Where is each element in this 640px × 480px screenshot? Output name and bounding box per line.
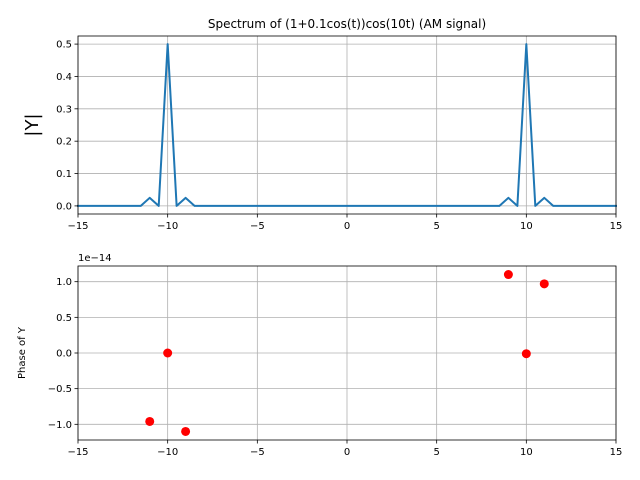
bottom-ytick-label: 0.5	[56, 313, 72, 324]
bottom-data	[145, 270, 549, 436]
top-xtick-label: 15	[610, 221, 623, 232]
spectrum-phase-plot: −15 −10 −5 0 5 10 15 −1.0 −0.5 0.0 0.5 1.0 1e−14 Ph…	[17, 253, 622, 458]
top-title: Spectrum of (1+0.1cos(t))cos(10t) (AM si…	[208, 17, 486, 31]
bottom-ytick-label: 1.0	[56, 277, 72, 288]
bottom-scatter-point	[539, 279, 549, 289]
top-xtick-label: 0	[344, 221, 350, 232]
bottom-xtick-label: 15	[610, 447, 623, 458]
bottom-ylabel: Phase of Y	[17, 326, 28, 379]
top-ytick-label: 0.1	[56, 169, 72, 180]
bottom-xtick-label: −10	[157, 447, 178, 458]
bottom-scatter-point	[521, 349, 531, 359]
bottom-xtick-label: 5	[433, 447, 439, 458]
bottom-scatter-point	[503, 270, 513, 280]
top-ticks: −15 −10 −5 0 5 10 15 0.0 0.1 0.2 0.3 0.4 0.5	[56, 40, 622, 232]
bottom-xtick-label: 10	[520, 447, 533, 458]
bottom-ticks: −15 −10 −5 0 5 10 15 −1.0 −0.5 0.0 0.5 1.0	[48, 277, 623, 458]
top-ytick-label: 0.3	[56, 104, 72, 115]
top-ytick-label: 0.5	[56, 40, 72, 51]
top-xtick-label: −15	[67, 221, 88, 232]
bottom-xtick-label: 0	[344, 447, 350, 458]
top-ytick-label: 0.2	[56, 137, 72, 148]
top-data	[77, 43, 617, 207]
bottom-scatter-point	[181, 426, 191, 436]
spectrum-magnitude-plot: −15 −10 −5 0 5 10 15 0.0 0.1 0.2 0.3 0.4 0.5 Spectru…	[22, 17, 622, 232]
bottom-xtick-label: −15	[67, 447, 88, 458]
bottom-scatter-point	[145, 416, 155, 426]
bottom-xtick-label: −5	[250, 447, 265, 458]
top-xtick-label: 10	[520, 221, 533, 232]
top-ylabel: |Y|	[22, 113, 43, 136]
bottom-ytick-label: −1.0	[48, 420, 72, 431]
bottom-ytick-label: −0.5	[48, 384, 72, 395]
top-xtick-label: −5	[250, 221, 265, 232]
top-series-line	[77, 43, 617, 207]
bottom-ytick-label: 0.0	[56, 349, 72, 360]
top-ytick-label: 0.0	[56, 201, 72, 212]
bottom-offset-label: 1e−14	[78, 253, 112, 264]
top-xtick-label: −10	[157, 221, 178, 232]
top-ytick-label: 0.4	[56, 72, 72, 83]
bottom-scatter-point	[163, 348, 173, 358]
top-xtick-label: 5	[433, 221, 439, 232]
